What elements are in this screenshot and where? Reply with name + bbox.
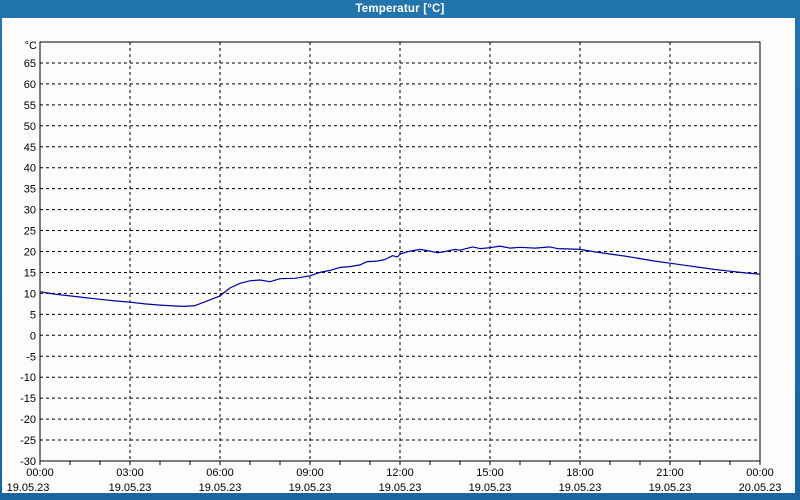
y-tick-label: 25 — [24, 226, 36, 238]
x-tick-time-label: 03:00 — [116, 467, 144, 479]
y-gridlines — [40, 62, 760, 441]
y-tick-label: 65 — [24, 58, 36, 70]
temperature-chart: 65605550454035302520151050-5-10-15-20-25… — [2, 18, 795, 493]
x-tick-date-label: 19.05.23 — [469, 482, 512, 493]
y-tick-label: 40 — [24, 163, 36, 175]
y-tick-label: -25 — [20, 435, 36, 447]
x-tick-date-label: 19.05.23 — [199, 482, 242, 493]
x-tick-date-label: 19.05.23 — [109, 482, 152, 493]
x-tick-date-label: 19.05.23 — [649, 482, 692, 493]
y-tick-label: 60 — [24, 79, 36, 91]
y-tick-label: -5 — [26, 351, 36, 363]
x-tick-date-label: 19.05.23 — [7, 482, 50, 493]
x-tick-date-label: 19.05.23 — [379, 482, 422, 493]
y-tick-label: -15 — [20, 393, 36, 405]
y-axis-unit-label: °C — [25, 40, 37, 52]
y-tick-label: 0 — [30, 330, 36, 342]
series-line-temperatur — [39, 245, 761, 307]
y-tick-label: 55 — [24, 100, 36, 112]
x-tick-time-label: 12:00 — [386, 467, 414, 479]
y-tick-label: 20 — [24, 247, 36, 259]
x-time-labels: 00:00 03:00 06:00 09:00 12:00 15:00 18:00 21:00… — [26, 467, 774, 479]
y-tick-label: -30 — [20, 456, 36, 468]
y-tick-label: 50 — [24, 121, 36, 133]
x-tick-date-label: 19.05.23 — [289, 482, 332, 493]
x-tick-time-label: 15:00 — [476, 467, 504, 479]
window-title-bar[interactable]: Temperatur [°C] — [0, 0, 800, 18]
y-tick-label: 45 — [24, 142, 36, 154]
y-tick-label: -10 — [20, 372, 36, 384]
x-gridlines — [129, 42, 671, 461]
x-tick-date-label: 19.05.23 — [559, 482, 602, 493]
y-tick-label: 30 — [24, 205, 36, 217]
series-temperatur — [39, 245, 761, 307]
y-tick-label: 35 — [24, 184, 36, 196]
x-minor-ticks — [39, 461, 761, 465]
y-tick-label: 5 — [30, 309, 36, 321]
y-tick-labels: 65605550454035302520151050-5-10-15-20-25… — [20, 58, 36, 468]
plot-border — [39, 41, 761, 462]
plot-frame — [39, 41, 761, 462]
y-tick-label: 10 — [24, 288, 36, 300]
x-tick-time-label: 00:00 — [746, 467, 774, 479]
x-date-labels: 19.05.23 19.05.23 19.05.23 19.05.23 19.05.23… — [7, 482, 782, 493]
x-tick-time-label: 09:00 — [296, 467, 324, 479]
x-tick-time-label: 06:00 — [206, 467, 234, 479]
y-tick-label: -20 — [20, 414, 36, 426]
x-tick-time-label: 21:00 — [656, 467, 684, 479]
x-tick-time-label: 00:00 — [26, 467, 54, 479]
x-tick-time-label: 18:00 — [566, 467, 594, 479]
y-tick-label: 15 — [24, 267, 36, 279]
y-axis-unit: °C — [25, 40, 37, 52]
window-title: Temperatur [°C] — [355, 3, 445, 15]
x-tick-date-label: 20.05.23 — [739, 482, 782, 493]
